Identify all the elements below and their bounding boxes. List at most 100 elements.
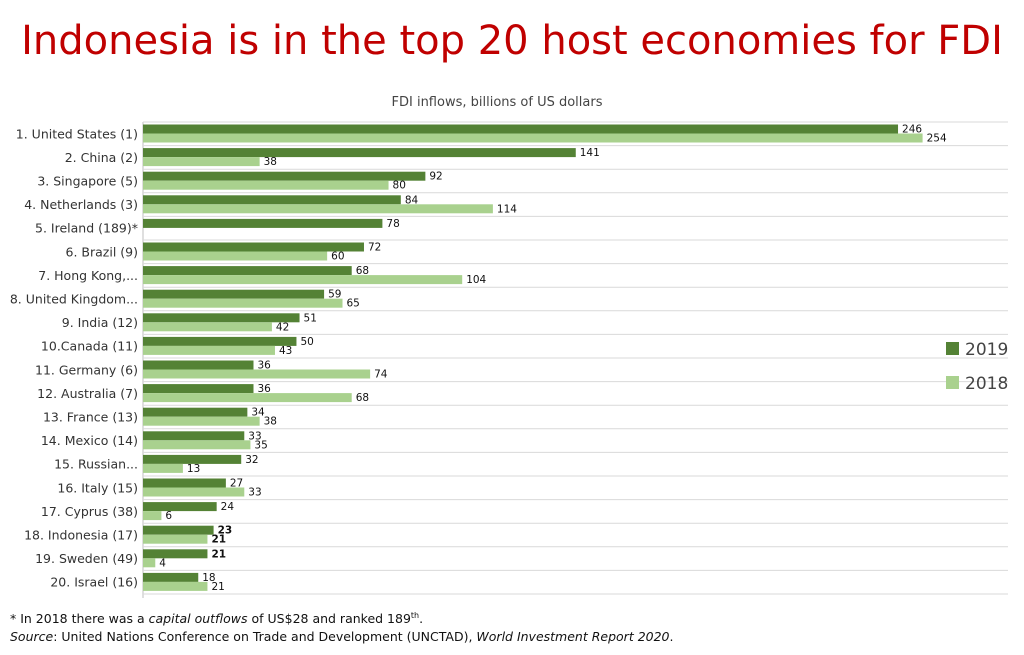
value-label-2019-15-russian: 32 bbox=[245, 454, 258, 466]
value-label-2018-2-china-2: 38 bbox=[264, 156, 277, 168]
value-label-2019-3-singapore-5: 92 bbox=[429, 171, 442, 183]
bar-2018-12-australia-7 bbox=[143, 393, 352, 403]
bar-2019-8-united-kingdom bbox=[143, 289, 325, 299]
value-label-2018-3-singapore-5: 80 bbox=[393, 180, 406, 192]
footnote-sup: th bbox=[410, 611, 420, 620]
bar-2018-20-israel-16 bbox=[143, 581, 208, 591]
value-label-2019-9-india-12: 51 bbox=[304, 312, 317, 324]
value-label-2019-14-mexico-14: 33 bbox=[248, 430, 261, 442]
bar-2019-13-france-13 bbox=[143, 407, 248, 417]
bar-2018-4-netherlands-3 bbox=[143, 204, 493, 214]
category-label-10-canada-11: 10.Canada (11) bbox=[41, 339, 138, 354]
bar-2018-9-india-12 bbox=[143, 322, 272, 332]
grid-lines bbox=[143, 121, 1008, 595]
footnote-prefix: * In 2018 there was a bbox=[10, 611, 149, 627]
value-label-2018-10-canada-11: 43 bbox=[279, 345, 292, 357]
value-label-2018-14-mexico-14: 35 bbox=[254, 439, 267, 451]
legend-swatch-2019 bbox=[946, 342, 959, 355]
chart-subtitle: FDI inflows, billions of US dollars bbox=[392, 95, 603, 110]
bar-2018-8-united-kingdom bbox=[143, 298, 343, 308]
value-label-2018-4-netherlands-3: 114 bbox=[497, 203, 517, 215]
value-label-2018-16-italy-15: 33 bbox=[248, 487, 261, 499]
legend-label-2018: 2018 bbox=[965, 374, 1008, 394]
category-label-18-indonesia-17: 18. Indonesia (17) bbox=[24, 528, 138, 543]
value-label-2019-20-israel-16: 18 bbox=[202, 572, 215, 584]
bar-2019-2-china-2 bbox=[143, 148, 576, 158]
value-label-2019-7-hong-kong: 68 bbox=[356, 265, 369, 277]
bar-2019-16-italy-15 bbox=[143, 478, 226, 488]
bar-2018-19-sweden-49 bbox=[143, 558, 156, 568]
value-label-2019-5-ireland-189: 78 bbox=[386, 218, 399, 230]
value-label-2018-8-united-kingdom: 65 bbox=[347, 298, 360, 310]
value-label-2019-10-canada-11: 50 bbox=[300, 336, 313, 348]
value-label-2018-12-australia-7: 68 bbox=[356, 392, 369, 404]
bar-2019-12-australia-7 bbox=[143, 384, 254, 394]
value-label-2019-12-australia-7: 36 bbox=[257, 383, 271, 395]
value-label-2018-1-united-states-1: 254 bbox=[927, 133, 947, 145]
bar-2018-17-cyprus-38 bbox=[143, 511, 162, 521]
category-label-4-netherlands-3: 4. Netherlands (3) bbox=[24, 197, 138, 212]
bars-layer bbox=[143, 124, 923, 591]
value-label-2019-18-indonesia-17: 23 bbox=[218, 525, 233, 537]
category-label-5-ireland-189: 5. Ireland (189)* bbox=[35, 221, 138, 236]
category-label-11-germany-6: 11. Germany (6) bbox=[35, 362, 138, 377]
value-label-2019-1-united-states-1: 246 bbox=[902, 124, 922, 136]
bar-2019-17-cyprus-38 bbox=[143, 502, 217, 512]
value-label-2019-16-italy-15: 27 bbox=[230, 478, 243, 490]
value-label-2019-13-france-13: 34 bbox=[251, 407, 265, 419]
category-label-9-india-12: 9. India (12) bbox=[62, 315, 138, 330]
legend-label-2019: 2019 bbox=[965, 340, 1008, 360]
value-label-2019-2-china-2: 141 bbox=[580, 147, 600, 159]
bar-2019-4-netherlands-3 bbox=[143, 195, 401, 205]
bar-2019-1-united-states-1 bbox=[143, 124, 899, 134]
value-label-2018-19-sweden-49: 4 bbox=[159, 557, 166, 569]
value-label-2018-13-france-13: 38 bbox=[264, 416, 277, 428]
category-label-14-mexico-14: 14. Mexico (14) bbox=[41, 433, 138, 448]
bar-2019-6-brazil-9 bbox=[143, 242, 364, 252]
value-label-2018-17-cyprus-38: 6 bbox=[165, 510, 172, 522]
value-label-2019-8-united-kingdom: 59 bbox=[328, 289, 341, 301]
category-label-16-italy-15: 16. Italy (15) bbox=[57, 480, 138, 495]
category-label-19-sweden-49: 19. Sweden (49) bbox=[35, 551, 138, 566]
category-label-3-singapore-5: 3. Singapore (5) bbox=[37, 174, 138, 189]
bar-2018-14-mexico-14 bbox=[143, 440, 251, 450]
bar-2019-9-india-12 bbox=[143, 313, 300, 323]
legend: 2019 2018 bbox=[946, 340, 1008, 394]
bar-2018-16-italy-15 bbox=[143, 487, 245, 497]
value-label-2018-18-indonesia-17: 21 bbox=[211, 534, 226, 546]
bar-2019-20-israel-16 bbox=[143, 572, 199, 582]
category-label-1-united-states-1: 1. United States (1) bbox=[16, 126, 138, 141]
value-label-2019-6-brazil-9: 72 bbox=[368, 242, 381, 254]
bar-2018-15-russian bbox=[143, 463, 183, 473]
value-label-2019-19-sweden-49: 21 bbox=[211, 548, 226, 560]
bar-2019-7-hong-kong bbox=[143, 266, 352, 276]
value-label-2019-17-cyprus-38: 24 bbox=[221, 501, 235, 513]
value-label-2018-6-brazil-9: 60 bbox=[331, 251, 344, 263]
bar-2019-5-ireland-189 bbox=[143, 218, 383, 228]
category-label-20-israel-16: 20. Israel (16) bbox=[50, 575, 138, 590]
bar-2018-11-germany-6 bbox=[143, 369, 371, 379]
bar-2018-7-hong-kong bbox=[143, 275, 463, 285]
footnote-middle: of US$28 and ranked 189 bbox=[247, 611, 411, 627]
category-label-6-brazil-9: 6. Brazil (9) bbox=[66, 244, 138, 259]
bar-2018-6-brazil-9 bbox=[143, 251, 328, 261]
bar-2019-15-russian bbox=[143, 454, 242, 464]
value-label-2018-9-india-12: 42 bbox=[276, 321, 289, 333]
footnote-suffix: . bbox=[419, 611, 424, 627]
value-label-2019-4-netherlands-3: 84 bbox=[405, 194, 419, 206]
source-line: Source: United Nations Conference on Tra… bbox=[10, 629, 674, 644]
page-title: Indonesia is in the top 20 host economie… bbox=[21, 18, 1003, 64]
category-label-8-united-kingdom: 8. United Kingdom... bbox=[10, 292, 138, 307]
bar-2018-18-indonesia-17 bbox=[143, 534, 208, 544]
value-label-2018-7-hong-kong: 104 bbox=[466, 274, 486, 286]
category-label-17-cyprus-38: 17. Cyprus (38) bbox=[41, 504, 138, 519]
bar-2019-11-germany-6 bbox=[143, 360, 254, 370]
legend-swatch-2018 bbox=[946, 376, 959, 389]
value-label-2018-20-israel-16: 21 bbox=[211, 581, 224, 593]
source-text: : United Nations Conference on Trade and… bbox=[53, 629, 477, 644]
source-label: Source bbox=[10, 629, 54, 644]
value-label-2018-11-germany-6: 74 bbox=[374, 369, 388, 381]
bar-2019-10-canada-11 bbox=[143, 336, 297, 346]
